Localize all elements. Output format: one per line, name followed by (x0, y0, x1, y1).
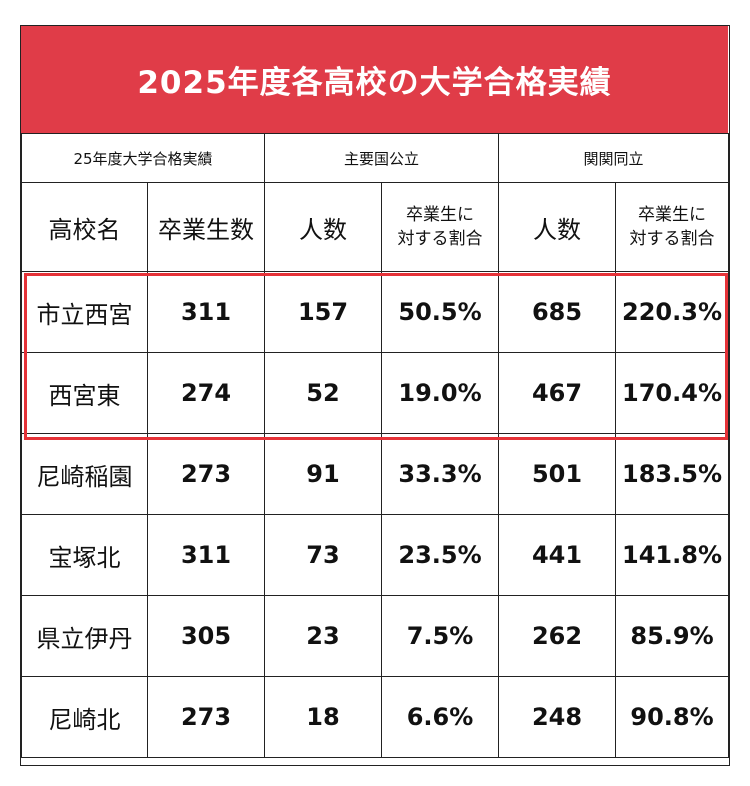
cell-kkdr-ratio: 90.8% (615, 676, 730, 758)
cell-national-ratio: 6.6% (380, 676, 500, 758)
cell-graduates: 273 (147, 433, 265, 515)
cell-national-count: 23 (264, 595, 382, 677)
results-table-frame: 2025年度各高校の大学合格実績 25年度大学合格実績 主要国公立 関関同立 高… (20, 25, 730, 766)
header-national-ratio: 卒業生に 対する割合 (380, 182, 500, 272)
table-row: 宝塚北 311 73 23.5% 441 141.8% (21, 514, 730, 596)
cell-kkdr-count: 685 (498, 271, 617, 353)
header-national-ratio-line1: 卒業生に (406, 205, 474, 225)
cell-national-ratio: 50.5% (380, 271, 500, 353)
cell-school: 尼崎北 (21, 676, 148, 758)
cell-national-ratio: 33.3% (380, 433, 500, 515)
cell-kkdr-ratio: 85.9% (615, 595, 730, 677)
table-title: 2025年度各高校の大学合格実績 (21, 26, 728, 133)
cell-national-ratio: 7.5% (380, 595, 500, 677)
cell-kkdr-count: 501 (498, 433, 617, 515)
cell-graduates: 273 (147, 676, 265, 758)
table-row: 尼崎稲園 273 91 33.3% 501 183.5% (21, 433, 730, 515)
cell-national-count: 52 (264, 352, 382, 434)
cell-kkdr-ratio: 183.5% (615, 433, 730, 515)
group-header-overall: 25年度大学合格実績 (21, 133, 265, 183)
cell-kkdr-ratio: 220.3% (615, 271, 730, 353)
header-kkdr-ratio-line1: 卒業生に (638, 205, 707, 225)
cell-national-ratio: 19.0% (380, 352, 500, 434)
cell-school: 尼崎稲園 (21, 433, 148, 515)
cell-kkdr-ratio: 141.8% (615, 514, 730, 596)
cell-school: 市立西宮 (21, 271, 148, 353)
header-national-ratio-line2: 対する割合 (397, 229, 483, 249)
cell-kkdr-count: 248 (498, 676, 617, 758)
header-kkdr-count: 人数 (498, 182, 617, 272)
group-header-national: 主要国公立 (263, 133, 500, 183)
header-kkdr-ratio: 卒業生に 対する割合 (615, 182, 730, 272)
group-header-row: 25年度大学合格実績 主要国公立 関関同立 (21, 133, 730, 183)
cell-national-count: 73 (264, 514, 382, 596)
cell-national-ratio: 23.5% (380, 514, 500, 596)
cell-kkdr-count: 467 (498, 352, 617, 434)
cell-school: 県立伊丹 (21, 595, 148, 677)
cell-school: 西宮東 (21, 352, 148, 434)
table-row: 市立西宮 311 157 50.5% 685 220.3% (21, 271, 730, 353)
table-row: 県立伊丹 305 23 7.5% 262 85.9% (21, 595, 730, 677)
results-table: 25年度大学合格実績 主要国公立 関関同立 高校名 卒業生数 人数 卒業生に 対… (21, 133, 730, 758)
cell-graduates: 305 (147, 595, 265, 677)
cell-national-count: 157 (264, 271, 382, 353)
header-kkdr-ratio-line2: 対する割合 (629, 229, 715, 249)
cell-national-count: 91 (264, 433, 382, 515)
table-row: 尼崎北 273 18 6.6% 248 90.8% (21, 676, 730, 758)
cell-kkdr-ratio: 170.4% (615, 352, 730, 434)
cell-school: 宝塚北 (21, 514, 148, 596)
header-graduates: 卒業生数 (147, 182, 265, 272)
header-school: 高校名 (21, 182, 148, 272)
cell-kkdr-count: 262 (498, 595, 617, 677)
table-row: 西宮東 274 52 19.0% 467 170.4% (21, 352, 730, 434)
group-header-kkdr: 関関同立 (498, 133, 730, 183)
cell-kkdr-count: 441 (498, 514, 617, 596)
cell-graduates: 274 (147, 352, 265, 434)
cell-graduates: 311 (147, 271, 265, 353)
header-national-count: 人数 (264, 182, 382, 272)
column-header-row: 高校名 卒業生数 人数 卒業生に 対する割合 人数 卒業生に 対する割合 (21, 182, 730, 272)
cell-national-count: 18 (264, 676, 382, 758)
cell-graduates: 311 (147, 514, 265, 596)
